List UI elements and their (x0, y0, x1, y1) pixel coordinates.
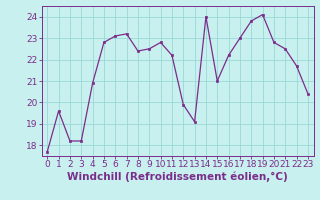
X-axis label: Windchill (Refroidissement éolien,°C): Windchill (Refroidissement éolien,°C) (67, 172, 288, 182)
